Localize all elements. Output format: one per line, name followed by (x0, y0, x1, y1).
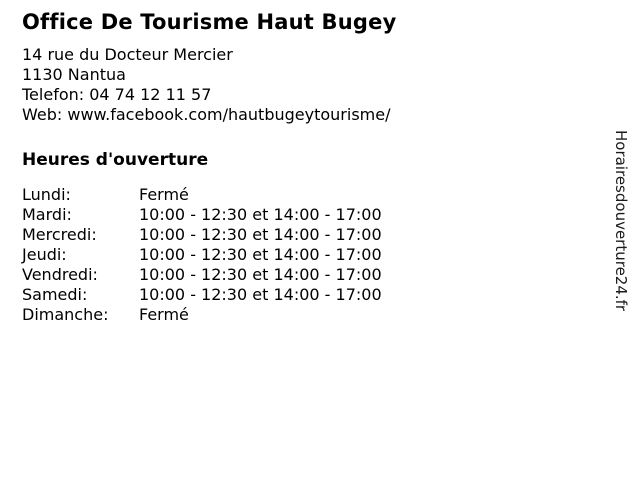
day-times: 10:00 - 12:30 et 14:00 - 17:00 (139, 245, 382, 264)
day-times: Fermé (139, 185, 189, 204)
hours-row-tuesday: Mardi: 10:00 - 12:30 et 14:00 - 17:00 (22, 205, 600, 225)
hours-row-monday: Lundi: Fermé (22, 185, 600, 205)
phone-line: Telefon: 04 74 12 11 57 (22, 85, 212, 104)
day-label: Vendredi: (22, 265, 98, 284)
hours-row-thursday: Jeudi: 10:00 - 12:30 et 14:00 - 17:00 (22, 245, 600, 265)
day-times: Fermé (139, 305, 189, 324)
web-line: Web: www.facebook.com/hautbugeytourisme/ (22, 105, 391, 124)
day-times: 10:00 - 12:30 et 14:00 - 17:00 (139, 225, 382, 244)
day-times: 10:00 - 12:30 et 14:00 - 17:00 (139, 265, 382, 284)
day-times: 10:00 - 12:30 et 14:00 - 17:00 (139, 285, 382, 304)
main-content: Office De Tourisme Haut Bugey 14 rue du … (22, 10, 600, 325)
address-block: 14 rue du Docteur Mercier 1130 Nantua Te… (22, 45, 600, 125)
hours-row-friday: Vendredi: 10:00 - 12:30 et 14:00 - 17:00 (22, 265, 600, 285)
address-street: 14 rue du Docteur Mercier (22, 45, 233, 64)
page-title: Office De Tourisme Haut Bugey (22, 10, 397, 34)
opening-hours-heading: Heures d'ouverture (22, 150, 209, 170)
day-label: Jeudi: (22, 245, 67, 264)
address-city: 1130 Nantua (22, 65, 126, 84)
day-label: Mardi: (22, 205, 72, 224)
hours-row-saturday: Samedi: 10:00 - 12:30 et 14:00 - 17:00 (22, 285, 600, 305)
site-watermark: Horairesdouverture24.fr (612, 130, 630, 312)
hours-row-wednesday: Mercredi: 10:00 - 12:30 et 14:00 - 17:00 (22, 225, 600, 245)
opening-hours-table: Lundi: Fermé Mardi: 10:00 - 12:30 et 14:… (22, 185, 600, 325)
hours-row-sunday: Dimanche: Fermé (22, 305, 600, 325)
day-label: Dimanche: (22, 305, 109, 324)
day-label: Lundi: (22, 185, 71, 204)
day-times: 10:00 - 12:30 et 14:00 - 17:00 (139, 205, 382, 224)
day-label: Mercredi: (22, 225, 97, 244)
day-label: Samedi: (22, 285, 88, 304)
